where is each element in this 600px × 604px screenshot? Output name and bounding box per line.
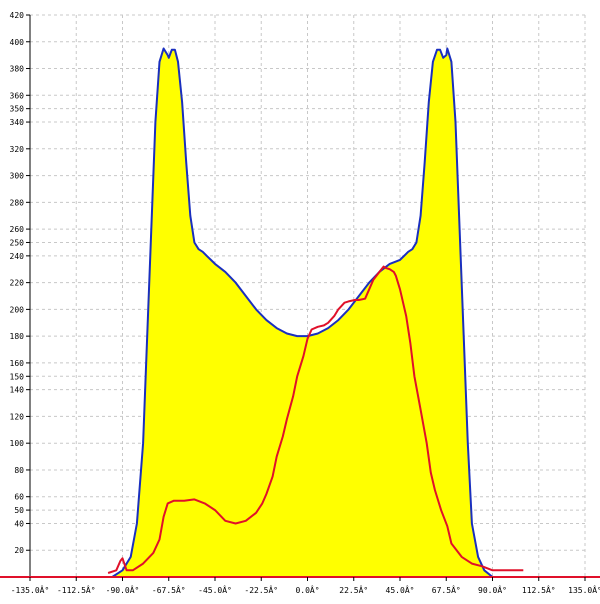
x-tick-label: -67.5Â° <box>152 584 186 595</box>
y-tick-label: 80 <box>14 466 24 475</box>
y-tick-label: 200 <box>10 305 25 314</box>
x-tick-label: 135.0Â° <box>568 584 600 595</box>
y-tick-label: 150 <box>10 372 25 381</box>
x-tick-label: -45.0Â° <box>198 584 232 595</box>
x-tick-label: -22.5Â° <box>244 584 278 595</box>
axes <box>0 14 600 581</box>
y-tick-label: 400 <box>10 38 25 47</box>
tick-labels: 20 40 50 60 80 100 120 140 150 160 180 200 220 240 250… <box>10 11 600 595</box>
x-tick-label: -90.0Â° <box>106 584 140 595</box>
y-tick-label: 420 <box>10 11 25 20</box>
y-tick-label: 260 <box>10 225 25 234</box>
x-tick-label: 45.0Â° <box>386 584 415 595</box>
series-1-line <box>107 265 524 574</box>
y-tick-label: 250 <box>10 238 25 247</box>
y-tick-label: 140 <box>10 386 25 395</box>
y-tick-label: 340 <box>10 118 25 127</box>
y-tick-label: 320 <box>10 145 25 154</box>
y-tick-label: 300 <box>10 172 25 181</box>
series-layer <box>107 47 524 578</box>
x-tick-label: 67.5Â° <box>432 584 461 595</box>
x-tick-label: 90.0Â° <box>478 584 507 595</box>
x-tick-label: -135.0Â° <box>11 584 50 595</box>
y-tick-label: 280 <box>10 198 25 207</box>
y-tick-label: 50 <box>14 506 24 515</box>
y-tick-label: 180 <box>10 332 25 341</box>
y-tick-label: 120 <box>10 412 25 421</box>
y-tick-label: 360 <box>10 91 25 100</box>
series-0-area <box>112 48 503 577</box>
y-tick-label: 100 <box>10 439 25 448</box>
y-tick-label: 240 <box>10 252 25 261</box>
x-tick-label: 112.5Â° <box>522 584 556 595</box>
y-tick-label: 220 <box>10 279 25 288</box>
series-0-line <box>111 47 503 578</box>
y-tick-label: 160 <box>10 359 25 368</box>
x-tick-label: 0.0Â° <box>295 584 319 595</box>
y-tick-label: 60 <box>14 493 24 502</box>
y-tick-label: 350 <box>10 105 25 114</box>
x-tick-label: 22.5Â° <box>339 584 368 595</box>
x-tick-label: -112.5Â° <box>57 584 96 595</box>
y-tick-label: 20 <box>14 546 24 555</box>
y-tick-label: 380 <box>10 65 25 74</box>
y-tick-label: 40 <box>14 519 24 528</box>
